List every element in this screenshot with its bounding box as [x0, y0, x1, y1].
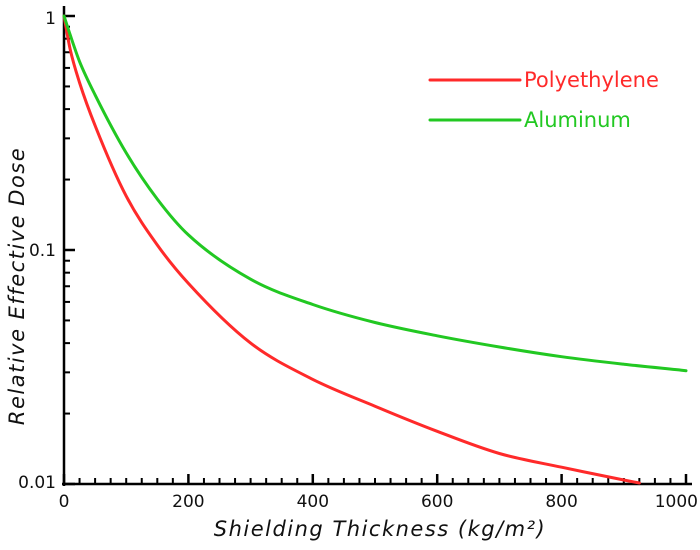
legend-label-polyethylene: Polyethylene — [524, 68, 659, 92]
y-axis-title: Relative Effective Dose — [5, 147, 29, 425]
x-tick-label: 0 — [59, 492, 70, 512]
major-ticks — [62, 14, 688, 486]
minor-ticks — [64, 25, 672, 484]
legend-label-aluminum: Aluminum — [524, 108, 631, 132]
y-tick-label: 0.01 — [18, 473, 56, 493]
x-tick-labels: 0 200 400 600 800 1000 — [59, 492, 698, 512]
legend: Polyethylene Aluminum — [428, 68, 659, 132]
series-line-polyethylene — [62, 14, 641, 485]
series-lines — [62, 14, 688, 485]
x-tick-label: 400 — [297, 492, 329, 512]
y-tick-label: 0.1 — [29, 241, 56, 261]
x-tick-label: 800 — [545, 492, 577, 512]
y-tick-label: 1 — [45, 9, 56, 29]
y-tick-labels: 0.01 0.1 1 — [18, 9, 56, 493]
x-tick-label: 600 — [421, 492, 453, 512]
series-line-aluminum — [62, 14, 688, 373]
x-axis-title: Shielding Thickness (kg/m²) — [214, 517, 547, 541]
x-tick-label: 1000 — [655, 492, 698, 512]
x-tick-label: 200 — [172, 492, 204, 512]
